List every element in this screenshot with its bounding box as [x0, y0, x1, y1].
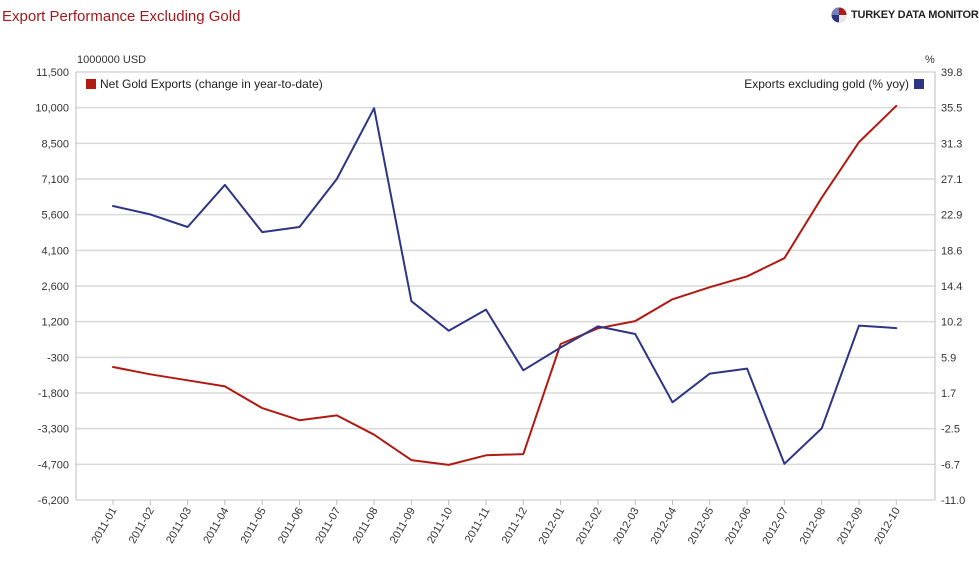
y-right-tick-label: 35.5 [941, 103, 962, 115]
x-tick-label: 2012-08 [798, 506, 829, 547]
x-tick-label: 2011-03 [164, 506, 194, 546]
y-left-tick-label: -4,700 [38, 459, 69, 471]
y-right-tick-label: 1.7 [941, 388, 956, 400]
x-tick-label: 2012-09 [835, 506, 866, 547]
y-right-axis-label: % [925, 54, 935, 66]
x-tick-label: 2012-02 [574, 506, 605, 547]
x-tick-label: 2011-01 [89, 506, 119, 546]
legend-gold: Net Gold Exports (change in year-to-date… [86, 77, 323, 91]
legend-gold-swatch [86, 79, 96, 89]
y-right-tick-label: -11.0 [941, 495, 965, 507]
y-left-axis-label: 1000000 USD [77, 54, 146, 66]
y-left-tick-label: 11,500 [36, 67, 69, 79]
y-right-tick-label: -2.5 [941, 424, 960, 436]
y-left-tick-label: 5,600 [41, 210, 69, 222]
y-left-tick-label: 7,100 [41, 174, 69, 186]
x-tick-label: 2011-08 [351, 506, 381, 546]
series-lines [112, 104, 898, 466]
x-tick-label: 2012-05 [686, 506, 717, 547]
y-left-tick-label: -3,300 [38, 424, 69, 436]
page-title: Export Performance Excluding Gold [2, 8, 241, 25]
x-tick-label: 2012-07 [760, 506, 791, 547]
y-right-tick-label: 10.2 [941, 317, 962, 329]
y-left-tick-label: -6,200 [38, 495, 69, 507]
x-tick-label: 2012-10 [872, 506, 903, 547]
y-left-tick-label: -300 [47, 352, 69, 364]
x-tick-label: 2011-09 [388, 506, 418, 546]
x-tick-label: 2011-05 [239, 506, 269, 546]
brand-name: TURKEY DATA MONITOR [851, 9, 979, 21]
y-left-tick-label: 8,500 [41, 138, 69, 150]
x-tick-label: 2012-04 [649, 506, 680, 547]
legend-exports: Exports excluding gold (% yoy) [744, 77, 924, 91]
y-left-tick-label: 4,100 [41, 245, 69, 257]
y-left-tick-label: 1,200 [41, 317, 69, 329]
x-tick-label: 2012-06 [723, 506, 754, 547]
x-tick-label: 2011-11 [463, 506, 493, 546]
x-tick-label: 2011-10 [425, 506, 455, 546]
axes: 11,500 39.8 10,000 35.5 8,500 31.3 7,100 27.1 5,… [35, 67, 965, 546]
y-right-tick-label: 27.1 [941, 174, 962, 186]
series-line-exports-excluding-gold [112, 107, 898, 465]
y-right-tick-label: 5.9 [941, 352, 956, 364]
y-right-tick-label: 18.6 [941, 245, 962, 257]
pie-logo-icon [831, 7, 847, 23]
brand-logo: TURKEY DATA MONITOR [831, 7, 979, 23]
y-left-tick-label: 2,600 [41, 281, 69, 293]
y-right-tick-label: 31.3 [941, 138, 962, 150]
y-right-tick-label: -6.7 [941, 459, 960, 471]
legend-gold-label: Net Gold Exports (change in year-to-date… [100, 77, 323, 91]
y-left-tick-label: -1,800 [38, 388, 69, 400]
x-tick-label: 2011-07 [313, 506, 343, 546]
series-line-net-gold-exports [112, 104, 898, 466]
grid-lines [76, 71, 935, 501]
x-tick-label: 2011-06 [276, 506, 306, 546]
y-right-tick-label: 39.8 [941, 67, 962, 79]
x-tick-label: 2011-04 [201, 506, 231, 546]
x-tick-label: 2012-01 [537, 506, 568, 547]
y-left-tick-label: 10,000 [35, 103, 69, 115]
y-right-tick-label: 14.4 [941, 281, 962, 293]
x-tick-label: 2011-12 [500, 506, 530, 546]
y-right-tick-label: 22.9 [941, 210, 962, 222]
x-tick-label: 2012-03 [611, 506, 642, 547]
x-tick-label: 2011-02 [127, 506, 157, 546]
legend-exports-swatch [914, 79, 924, 89]
legend-exports-label: Exports excluding gold (% yoy) [744, 77, 909, 91]
